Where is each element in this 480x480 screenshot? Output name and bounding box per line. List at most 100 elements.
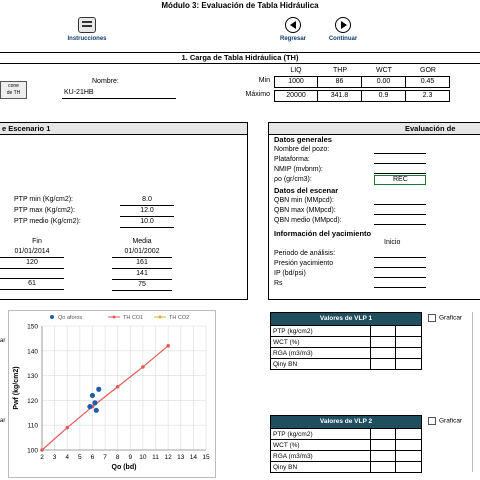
checkbox-icon[interactable] bbox=[428, 314, 436, 322]
evaluation-panel: Evaluación de bbox=[268, 122, 480, 300]
vlp2-cell[interactable] bbox=[371, 451, 397, 461]
section-divider-bottom bbox=[0, 63, 480, 64]
ptp-min-value[interactable]: 8.0 bbox=[120, 195, 174, 206]
table-cell: 0.45 bbox=[406, 76, 450, 88]
instructions-icon bbox=[78, 17, 96, 33]
table-row: Máximo 20000 341.8 0.9 2.3 bbox=[222, 90, 450, 102]
media-value-1: 161 bbox=[112, 258, 172, 269]
vlp1-cell[interactable] bbox=[396, 337, 421, 347]
table-cell: 0.00 bbox=[362, 76, 406, 88]
evaluation-title: Evaluación de bbox=[269, 123, 480, 135]
vlp1-cell[interactable] bbox=[371, 337, 397, 347]
legend-label-co2: TH CO2 bbox=[169, 315, 189, 321]
general-fields: Nombre del pozo: Plataforma: NMIP (mvbnm… bbox=[274, 145, 426, 185]
table-row: PTP (kg/cm2) bbox=[270, 326, 422, 337]
load-th-button[interactable]: cone de TH bbox=[0, 81, 27, 99]
col-header-gor: GOR bbox=[420, 67, 436, 74]
ipr-chart: 2 3 4 5 6 7 8 9 10 11 12 13 14 15 100 110 120 130 140 150 Qo… bbox=[8, 310, 216, 478]
ptp-group: PTP min (Kg/cm2): 8.0 PTP max (Kg/cm2): … bbox=[14, 195, 174, 228]
vlp2-cell[interactable] bbox=[396, 451, 421, 461]
x-axis-label: Qo (bd) bbox=[112, 464, 137, 471]
th-co1-point bbox=[115, 384, 120, 389]
x-tick-label: 9 bbox=[128, 454, 132, 461]
vlp1-cell[interactable] bbox=[396, 326, 421, 336]
vlp2-title: Valores de VLP 2 bbox=[270, 415, 422, 429]
ip-field[interactable] bbox=[374, 269, 426, 278]
ptp-max-value[interactable]: 12.0 bbox=[120, 206, 174, 217]
instructions-button[interactable]: Instrucciones bbox=[62, 17, 112, 42]
table-cell: 341.8 bbox=[318, 90, 362, 102]
section-divider-top bbox=[0, 52, 480, 53]
continue-button[interactable]: Continuar bbox=[318, 17, 368, 42]
x-tick-label: 11 bbox=[152, 454, 159, 461]
chart-frame bbox=[8, 310, 216, 478]
y-tick-label: 110 bbox=[28, 423, 39, 430]
platform-field[interactable] bbox=[374, 155, 426, 164]
vlp2-cell[interactable] bbox=[371, 462, 397, 472]
vlp2-graph-checkbox[interactable]: Graficar bbox=[428, 417, 462, 425]
qbn-medio-field[interactable] bbox=[374, 216, 426, 225]
well-name-label: Nombre del pozo: bbox=[274, 146, 330, 153]
platform-label: Plataforma: bbox=[274, 156, 310, 163]
th-co1-point bbox=[141, 365, 145, 369]
scenario-data-header: Datos del escenar bbox=[274, 186, 339, 195]
vlp2-cell[interactable] bbox=[396, 462, 421, 472]
checkbox-icon[interactable] bbox=[428, 417, 436, 425]
media-label: Media bbox=[132, 238, 152, 245]
period-field[interactable] bbox=[374, 249, 426, 258]
module-title: Módulo 3: Evaluación de Tabla Hidráulica bbox=[161, 1, 319, 10]
row-label-max: Máximo bbox=[245, 91, 270, 98]
qbn-max-field[interactable] bbox=[374, 206, 426, 215]
pressure-field[interactable] bbox=[374, 259, 426, 268]
ptp-max-label: PTP max (Kg/cm2): bbox=[14, 207, 75, 214]
qbn-medio-label: QBN medio (MMpcd): bbox=[274, 217, 342, 224]
vlp1-graph-checkbox[interactable]: Graficar bbox=[428, 314, 462, 322]
ptp-max-row: PTP max (Kg/cm2): 12.0 bbox=[14, 206, 174, 217]
vlp1-cell[interactable] bbox=[396, 359, 421, 369]
scenario-panel: e Escenario 1 bbox=[0, 122, 248, 300]
media-column: Media 01/01/2002 161 141 75 bbox=[112, 237, 172, 291]
legend-dot-co1 bbox=[112, 315, 116, 319]
rho-field[interactable]: REC bbox=[374, 175, 426, 185]
vlp2-table: Valores de VLP 2 PTP (kg/cm2) WCT (%) RG… bbox=[270, 415, 422, 473]
side-label-bottom: ar bbox=[0, 418, 6, 424]
qo-aforo-point bbox=[87, 404, 93, 410]
row-label-min: Min bbox=[258, 77, 270, 84]
qo-aforo-point bbox=[92, 400, 98, 406]
table-cell: 86 bbox=[318, 76, 362, 88]
scenario-title: e Escenario 1 bbox=[0, 123, 247, 135]
nmip-field[interactable] bbox=[374, 165, 426, 174]
vlp2-cell[interactable] bbox=[371, 429, 397, 439]
fin-value-date: 01/01/2014 bbox=[0, 247, 64, 258]
vlp1-cell[interactable] bbox=[371, 348, 397, 358]
vlp2-graph-label: Graficar bbox=[439, 417, 463, 425]
forward-arrow-icon bbox=[335, 17, 351, 33]
side-label-top: ar bbox=[0, 338, 6, 344]
ptp-medio-value[interactable]: 10.0 bbox=[120, 217, 174, 228]
pressure-label: Presión yacimiento bbox=[274, 260, 334, 267]
table-row: WCT (%) bbox=[270, 337, 422, 348]
vlp1-cell[interactable] bbox=[396, 348, 421, 358]
series-line-th-co1 bbox=[41, 345, 169, 451]
vlp2-row-label: WCT (%) bbox=[271, 440, 372, 450]
vlp2-cell[interactable] bbox=[371, 440, 397, 450]
fin-value-3: 61 bbox=[0, 279, 64, 290]
vlp2-cell[interactable] bbox=[396, 429, 421, 439]
table-cell: 2.3 bbox=[406, 90, 450, 102]
nmip-label: NMIP (mvbnm): bbox=[274, 166, 323, 173]
x-tick-label: 5 bbox=[78, 454, 82, 461]
qbn-min-field[interactable] bbox=[374, 196, 426, 205]
back-button[interactable]: Regresar bbox=[268, 17, 318, 42]
fin-value-1: 120 bbox=[0, 258, 64, 269]
vlp2-cell[interactable] bbox=[396, 440, 421, 450]
second-chart-edge bbox=[472, 312, 480, 472]
vlp2-row-label: PTP (kg/cm2) bbox=[271, 429, 372, 439]
well-name-field[interactable] bbox=[374, 145, 426, 154]
reservoir-header: Información del yacimiento bbox=[274, 229, 372, 238]
vlp1-cell[interactable] bbox=[371, 359, 397, 369]
media-value-date: 01/01/2002 bbox=[112, 247, 172, 258]
vlp1-cell[interactable] bbox=[371, 326, 397, 336]
rs-field[interactable] bbox=[374, 279, 426, 288]
scenario-fields: QBN min (MMpcd): QBN max (MMpcd): QBN me… bbox=[274, 196, 426, 226]
col-header-wct: WCT bbox=[376, 67, 392, 74]
